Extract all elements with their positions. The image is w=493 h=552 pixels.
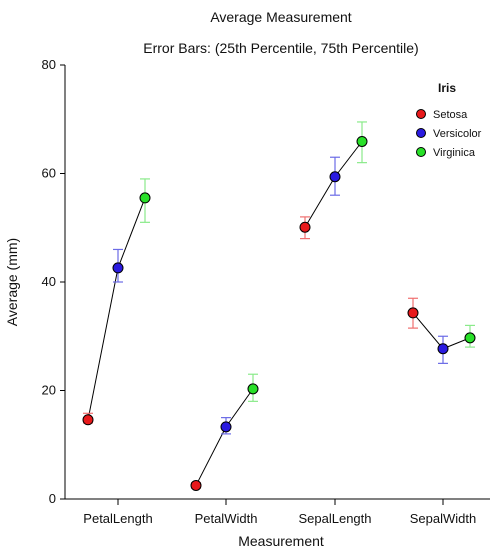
data-point bbox=[139, 192, 151, 204]
connector-line bbox=[412, 312, 471, 350]
data-point bbox=[356, 135, 368, 147]
legend: Iris Setosa Versicolor Virginica bbox=[416, 81, 482, 159]
data-point bbox=[437, 343, 449, 355]
data-point bbox=[299, 221, 311, 233]
data-point bbox=[407, 307, 419, 319]
data-point bbox=[247, 383, 259, 395]
y-axis-label: Average (mm) bbox=[4, 238, 20, 326]
x-tick-label: SepalLength bbox=[298, 511, 371, 526]
y-tick-label: 20 bbox=[42, 383, 56, 398]
chart-title: Average Measurement bbox=[210, 9, 351, 25]
legend-label: Setosa bbox=[433, 109, 468, 121]
legend-title: Iris bbox=[438, 81, 456, 95]
data-point bbox=[329, 171, 341, 183]
x-axis-label: Measurement bbox=[238, 533, 324, 549]
legend-label: Virginica bbox=[433, 147, 476, 159]
data-point bbox=[112, 262, 124, 274]
plot-area bbox=[82, 121, 476, 491]
x-tick-label: PetalLength bbox=[83, 511, 152, 526]
y-tick-label: 40 bbox=[42, 274, 56, 289]
chart-subtitle: Error Bars: (25th Percentile, 75th Perce… bbox=[143, 40, 418, 56]
data-point bbox=[220, 421, 232, 433]
data-point bbox=[464, 332, 476, 344]
connector-line bbox=[195, 388, 254, 486]
x-tick-label: SepalWidth bbox=[410, 511, 476, 526]
x-tick-label: PetalWidth bbox=[195, 511, 258, 526]
legend-marker bbox=[416, 128, 426, 138]
y-tick-label: 80 bbox=[42, 57, 56, 72]
y-tick-label: 0 bbox=[49, 491, 56, 506]
connector-line bbox=[304, 141, 363, 228]
legend-marker bbox=[416, 109, 426, 119]
data-point bbox=[190, 479, 202, 491]
connector-line bbox=[87, 197, 146, 420]
y-tick-label: 60 bbox=[42, 166, 56, 181]
x-axis-ticks: PetalLength PetalWidth SepalLength SepalWid… bbox=[83, 499, 476, 526]
y-axis-ticks: 0 20 40 60 80 bbox=[42, 57, 65, 506]
data-point bbox=[82, 414, 94, 426]
legend-label: Versicolor bbox=[433, 128, 482, 140]
legend-marker bbox=[416, 147, 426, 157]
